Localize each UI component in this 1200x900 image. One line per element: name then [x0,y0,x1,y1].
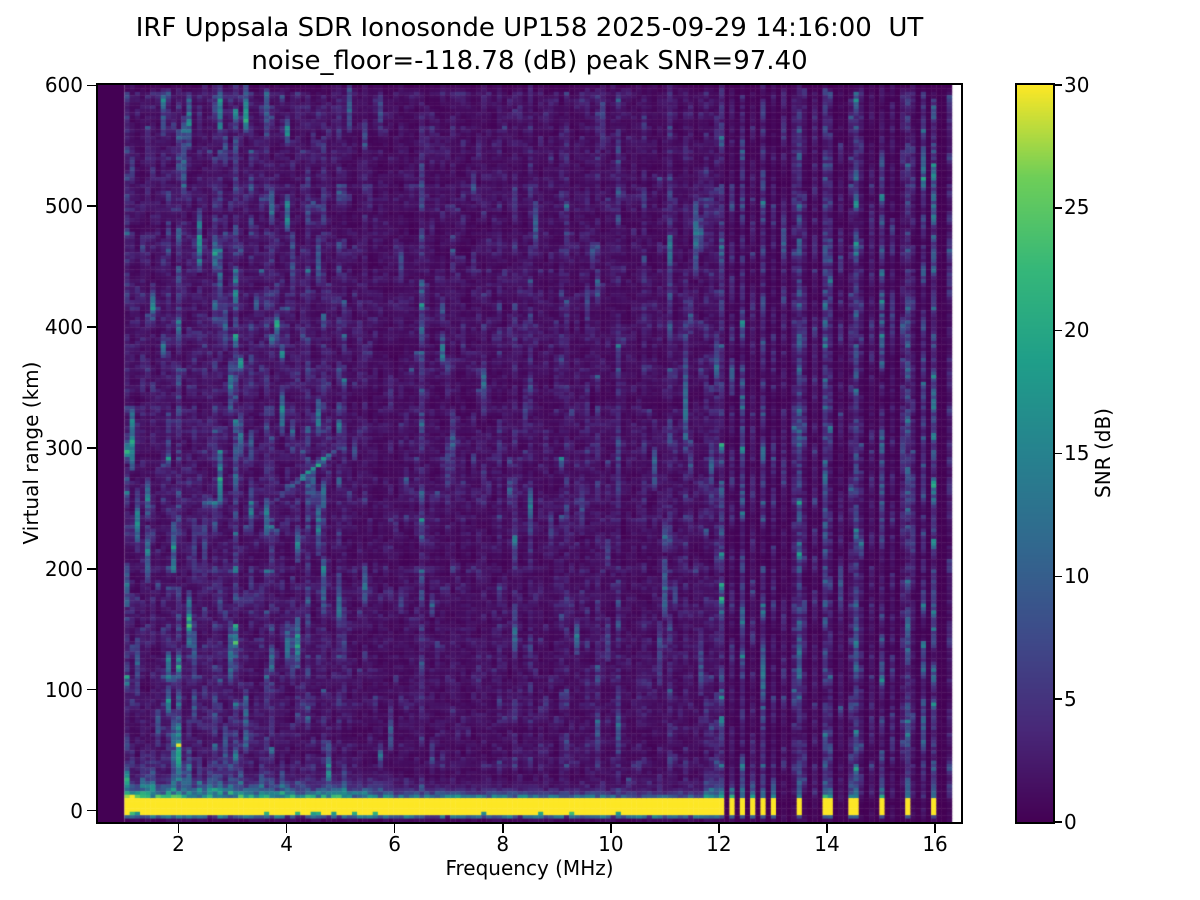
plot-area [96,83,963,824]
colorbar-tick-mark [1055,698,1062,700]
x-tick-mark [393,824,396,833]
colorbar-tick-label: 0 [1064,809,1077,834]
x-tick-mark [934,824,936,833]
ionogram-heatmap [98,85,961,822]
colorbar-tick-mark [1055,84,1062,86]
title-line-2: noise_floor=-118.78 (dB) peak SNR=97.40 [251,46,808,76]
y-tick-mark [87,568,96,570]
y-tick-mark [87,447,96,449]
y-tick-mark [87,809,96,812]
colorbar-label: SNR (dB) [1091,408,1115,498]
x-tick-label: 6 [388,832,402,856]
x-tick-mark [718,824,720,833]
y-tick-mark [87,205,96,207]
x-tick-label: 12 [706,832,732,856]
y-tick-label: 600 [44,73,83,98]
colorbar-tick-label: 5 [1064,686,1077,711]
colorbar-tick-mark [1055,452,1062,455]
y-tick-mark [87,688,96,691]
colorbar-gradient [1017,85,1053,822]
x-tick-mark [826,824,828,833]
colorbar-tick-label: 30 [1064,72,1090,97]
y-tick-label: 300 [44,435,83,460]
title-line-1: IRF Uppsala SDR Ionosonde UP158 2025-09-… [135,13,924,43]
y-tick-label: 500 [44,194,83,219]
y-tick-label: 100 [44,677,83,702]
x-tick-mark [502,824,504,833]
colorbar-tick-mark [1055,575,1062,578]
x-tick-mark [610,824,612,833]
colorbar-tick-label: 10 [1064,563,1090,588]
x-tick-label: 8 [496,832,510,856]
y-tick-mark [87,326,96,328]
colorbar-tick-label: 25 [1064,195,1090,220]
colorbar-tick-label: 20 [1064,318,1090,343]
chart-title: IRF Uppsala SDR Ionosonde UP158 2025-09-… [96,12,963,78]
x-tick-label: 10 [598,832,624,856]
x-tick-label: 14 [814,832,840,856]
x-axis-label: Frequency (MHz) [445,856,614,880]
colorbar-tick-label: 15 [1064,441,1090,465]
colorbar-tick-mark [1055,821,1062,823]
y-axis-label: Virtual range (km) [19,361,43,545]
x-tick-label: 4 [280,832,293,856]
colorbar-tick-mark [1055,207,1062,209]
colorbar-tick-mark [1055,329,1062,332]
colorbar [1015,83,1055,824]
y-tick-label: 400 [44,315,83,340]
y-tick-label: 200 [44,556,83,581]
y-tick-label: 0 [70,798,83,823]
x-tick-mark [177,824,180,833]
x-tick-label: 2 [172,832,185,856]
x-tick-mark [285,824,288,833]
y-tick-mark [87,84,96,87]
x-tick-label: 16 [922,832,948,856]
